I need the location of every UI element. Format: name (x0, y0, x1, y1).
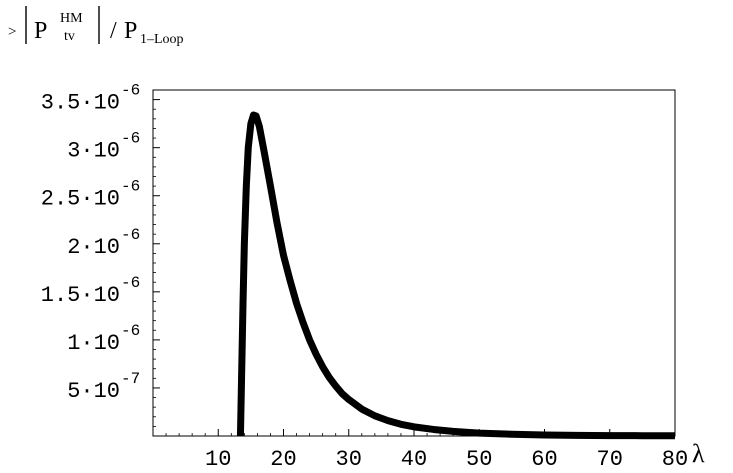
y-tick-multiply-dot: · (80, 91, 93, 116)
title-numerator-sub: tv (64, 29, 75, 44)
x-axis: 10 20 30 40 50 60 70 80 (165, 429, 688, 472)
y-tick-base: 10 (94, 331, 120, 356)
y-tick-multiply-dot: · (80, 283, 93, 308)
y-tick-base: 10 (94, 379, 120, 404)
y-tick-label: 2·10 (67, 235, 120, 260)
y-tick-mantissa: 3.5 (41, 91, 81, 116)
y-tick-base: 10 (94, 235, 120, 260)
y-tick-mantissa: 5 (67, 379, 80, 404)
x-tick-label: 70 (597, 447, 623, 472)
y-tick-label: 5·10 (67, 379, 120, 404)
y-tick-exponent: -6 (121, 322, 140, 340)
y-tick-multiply-dot: · (80, 139, 93, 164)
y-tick-base: 10 (94, 187, 120, 212)
x-axis-label: λ (692, 439, 705, 468)
data-series-line (236, 111, 676, 440)
y-tick-base: 10 (94, 91, 120, 116)
x-tick-label: 10 (205, 447, 231, 472)
y-tick-exponent: -6 (121, 82, 140, 100)
y-axis: 5·10 -71·10 -61.5·10 -62·10 -62.5·10 -63·10 -6… (41, 82, 160, 427)
y-tick-base: 10 (94, 283, 120, 308)
title-divider: / (110, 18, 117, 44)
y-tick-label: 2.5·10 (41, 187, 120, 212)
y-tick-mantissa: 3 (67, 139, 80, 164)
y-tick-mantissa: 1 (67, 331, 80, 356)
chart-title: > P HM tv / P 1–Loop (8, 6, 184, 47)
y-tick-mantissa: 2.5 (41, 187, 81, 212)
y-tick-exponent: -6 (121, 178, 140, 196)
y-tick-label: 1.5·10 (41, 283, 120, 308)
x-tick-label: 20 (270, 447, 296, 472)
x-tick-label: 40 (401, 447, 427, 472)
y-tick-base: 10 (94, 139, 120, 164)
y-tick-multiply-dot: · (80, 331, 93, 356)
y-tick-mantissa: 1.5 (41, 283, 81, 308)
y-tick-multiply-dot: · (80, 187, 93, 212)
y-tick-label: 3.5·10 (41, 91, 120, 116)
y-tick-label: 3·10 (67, 139, 120, 164)
title-prefix: > (8, 24, 16, 40)
y-tick-exponent: -6 (121, 226, 140, 244)
title-numerator-main: P (34, 18, 47, 44)
y-tick-exponent: -7 (121, 370, 140, 388)
title-denominator-main: P (124, 18, 137, 44)
plot-frame (152, 89, 676, 437)
y-tick-multiply-dot: · (80, 379, 93, 404)
y-tick-mantissa: 2 (67, 235, 80, 260)
x-tick-label: 60 (531, 447, 557, 472)
y-tick-label: 1·10 (67, 331, 120, 356)
x-tick-label: 30 (336, 447, 362, 472)
title-denominator-sub: 1–Loop (140, 32, 184, 47)
y-tick-multiply-dot: · (80, 235, 93, 260)
title-numerator-sup: HM (60, 11, 83, 26)
y-tick-exponent: -6 (121, 130, 140, 148)
x-tick-label: 50 (466, 447, 492, 472)
y-tick-exponent: -6 (121, 274, 140, 292)
x-tick-label: 80 (662, 447, 688, 472)
